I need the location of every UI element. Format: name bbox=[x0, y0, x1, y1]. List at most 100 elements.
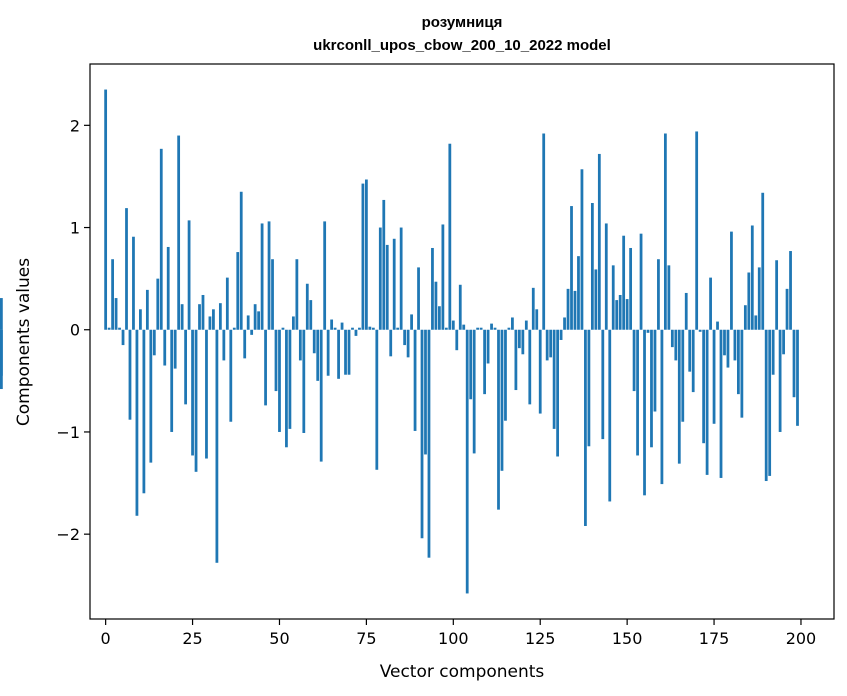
bar-72 bbox=[354, 329, 358, 336]
bar-195 bbox=[782, 329, 785, 355]
bar-35 bbox=[225, 277, 229, 330]
bar-36 bbox=[229, 329, 233, 422]
y-tick-label: 0 bbox=[70, 321, 80, 340]
bar-116 bbox=[507, 327, 511, 330]
bar-181 bbox=[733, 329, 737, 361]
bar-157 bbox=[650, 329, 653, 448]
bar-159 bbox=[657, 259, 660, 330]
bar-92 bbox=[424, 329, 427, 455]
bar-155 bbox=[643, 329, 646, 496]
bar-53 bbox=[288, 329, 292, 429]
bar-185 bbox=[747, 272, 751, 330]
bar-166 bbox=[681, 329, 685, 422]
bar-196 bbox=[785, 288, 789, 330]
bar-91 bbox=[420, 329, 424, 539]
bar-133 bbox=[566, 288, 570, 330]
y-tick-label: 1 bbox=[70, 219, 80, 238]
bar-145 bbox=[608, 329, 612, 502]
bar-46 bbox=[264, 329, 267, 406]
bar-85 bbox=[399, 227, 403, 330]
x-axis-label: Vector components bbox=[380, 662, 545, 682]
bar-61 bbox=[316, 329, 320, 381]
bar-114 bbox=[500, 329, 504, 471]
bar-197 bbox=[789, 251, 792, 330]
bar-172 bbox=[702, 329, 706, 444]
bar-96 bbox=[438, 306, 441, 330]
bar-3 bbox=[114, 298, 118, 330]
bar-118 bbox=[514, 329, 518, 391]
bar-74 bbox=[361, 183, 365, 330]
bar-175 bbox=[712, 329, 716, 424]
bar-169 bbox=[691, 329, 695, 393]
bar-51 bbox=[281, 327, 285, 330]
bar-194 bbox=[778, 329, 782, 432]
bar-190 bbox=[764, 329, 768, 482]
bar-149 bbox=[622, 235, 626, 330]
bar-134 bbox=[570, 206, 573, 330]
bar-54 bbox=[291, 316, 295, 330]
bar-124 bbox=[535, 309, 539, 330]
bar-64 bbox=[326, 329, 330, 376]
bar-14 bbox=[152, 329, 156, 356]
bar-161 bbox=[663, 133, 667, 330]
bar-102 bbox=[458, 284, 462, 330]
bar-29 bbox=[205, 329, 208, 459]
bar-109 bbox=[483, 329, 486, 395]
x-tick-label: 150 bbox=[612, 629, 643, 648]
bar-94 bbox=[431, 247, 434, 330]
bar-28 bbox=[201, 294, 205, 330]
y-axis-ticks: −2 −1 0 1 2 bbox=[56, 116, 90, 544]
x-tick-label: 200 bbox=[786, 629, 817, 648]
bar-151 bbox=[629, 247, 633, 330]
plot-frame bbox=[89, 63, 835, 620]
chart-subtitle: ukrconll_upos_cbow_200_10_2022 model bbox=[313, 37, 611, 54]
bar-21 bbox=[177, 135, 181, 330]
bar-192 bbox=[771, 329, 775, 375]
bars-group bbox=[0, 89, 799, 594]
bar-162 bbox=[667, 265, 671, 330]
bar-43 bbox=[253, 304, 257, 330]
x-axis-ticks: 0 25 50 75 100 125 150 175 200 bbox=[101, 619, 817, 648]
bar-97 bbox=[441, 224, 445, 330]
bar-120 bbox=[521, 329, 525, 355]
bar-138 bbox=[584, 329, 587, 526]
bar-31 bbox=[212, 309, 215, 330]
bar-115 bbox=[504, 329, 507, 421]
bar-65 bbox=[330, 319, 334, 330]
bar-80 bbox=[382, 199, 386, 330]
bar-0 bbox=[104, 89, 108, 330]
bar-191 bbox=[768, 329, 772, 476]
bar-88 bbox=[410, 314, 413, 330]
bar-76 bbox=[368, 326, 372, 330]
bar-163 bbox=[670, 329, 674, 348]
bar-62 bbox=[319, 329, 323, 462]
bar-20 bbox=[173, 329, 177, 369]
bar-26 bbox=[194, 329, 198, 472]
y-axis-label: Components values bbox=[14, 258, 34, 426]
bar-167 bbox=[684, 292, 688, 330]
bar-45 bbox=[260, 223, 264, 330]
bar-9 bbox=[135, 329, 139, 516]
x-tick-label: 75 bbox=[356, 629, 376, 648]
bar-141 bbox=[594, 269, 598, 330]
bar-33 bbox=[218, 303, 222, 330]
bar-189 bbox=[761, 192, 765, 330]
bar-87 bbox=[406, 329, 410, 358]
bar-110 bbox=[486, 329, 490, 364]
bar-142 bbox=[597, 153, 601, 330]
bar-103 bbox=[462, 324, 466, 330]
bar-56 bbox=[298, 329, 302, 361]
bar-156 bbox=[646, 329, 650, 333]
bar-183 bbox=[740, 329, 744, 418]
bar-160 bbox=[660, 329, 664, 485]
y-tick-label: −2 bbox=[56, 525, 80, 544]
bar-undefined bbox=[0, 298, 3, 330]
bar-135 bbox=[573, 290, 577, 330]
bar-67 bbox=[337, 329, 340, 379]
x-tick-label: 25 bbox=[182, 629, 202, 648]
bar-13 bbox=[149, 329, 153, 463]
bar-187 bbox=[754, 315, 758, 330]
bar-84 bbox=[396, 327, 400, 330]
bar-23 bbox=[184, 329, 187, 405]
